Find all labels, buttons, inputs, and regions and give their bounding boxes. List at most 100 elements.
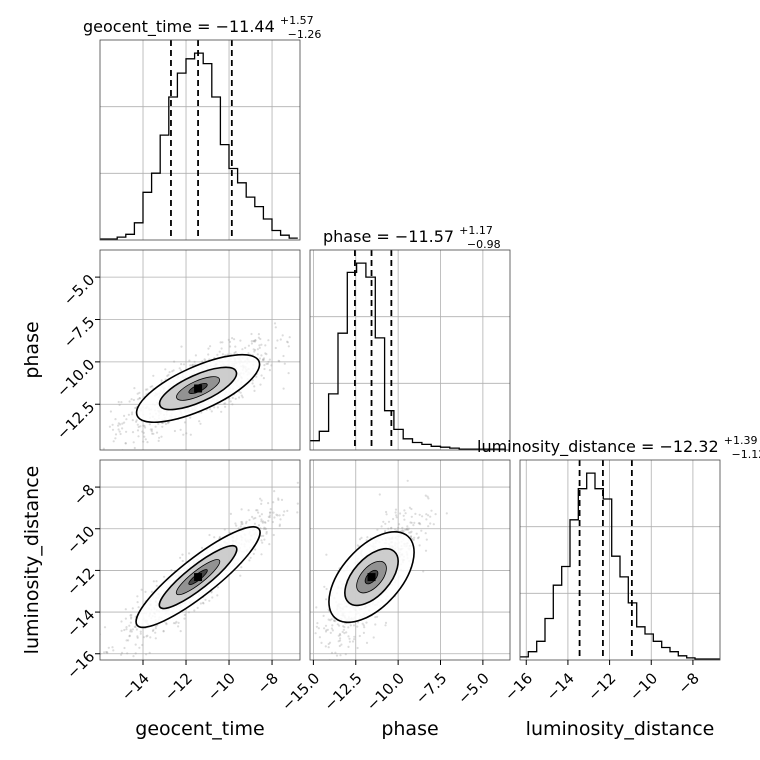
sample-point	[143, 424, 146, 427]
sample-point	[267, 519, 270, 522]
x-tick-label: −10	[626, 669, 661, 704]
sample-point	[124, 442, 127, 445]
sample-point	[179, 630, 182, 633]
sample-point	[154, 631, 157, 634]
sample-point	[349, 624, 352, 627]
sample-point	[430, 509, 433, 512]
sample-point	[209, 408, 212, 411]
sample-point	[124, 442, 127, 445]
histogram-bar	[177, 73, 186, 240]
sample-point	[241, 521, 244, 524]
sample-point	[231, 403, 234, 406]
sample-point	[268, 511, 272, 514]
histogram-bar	[422, 444, 431, 450]
sample-point	[136, 392, 139, 395]
sample-point	[396, 529, 399, 532]
sample-point	[109, 410, 112, 413]
sample-point	[129, 614, 132, 617]
sample-point	[188, 552, 191, 555]
sample-point	[408, 531, 411, 534]
sample-point	[150, 428, 154, 431]
sample-point	[136, 601, 139, 604]
sample-point	[229, 345, 232, 348]
sample-point	[385, 513, 388, 516]
histogram-bar	[612, 556, 620, 660]
sample-point	[263, 526, 266, 529]
sample-point	[418, 544, 421, 547]
sample-point	[317, 627, 320, 630]
sample-point	[116, 663, 118, 665]
sample-point	[282, 387, 285, 390]
xlabel-geocent-time: geocent_time	[135, 718, 264, 740]
sample-point	[263, 367, 266, 371]
sample-point	[134, 406, 137, 410]
sample-point	[422, 570, 425, 573]
sample-point	[124, 617, 127, 620]
sample-point	[267, 515, 270, 519]
sample-point	[427, 514, 430, 517]
sample-point	[264, 344, 267, 347]
sample-point	[382, 520, 385, 523]
sample-point	[296, 481, 299, 484]
sample-point	[305, 519, 307, 521]
sample-point	[154, 425, 157, 428]
sample-point	[340, 643, 343, 646]
sample-point	[208, 533, 211, 537]
sample-point	[112, 649, 115, 652]
sample-point	[233, 351, 236, 355]
histogram-bar	[678, 656, 686, 660]
sample-point	[244, 522, 248, 525]
sample-point	[324, 630, 328, 633]
sample-point	[387, 527, 390, 530]
sample-point	[152, 432, 155, 435]
sample-point	[410, 507, 413, 511]
sample-point	[267, 502, 270, 505]
density-peak	[194, 384, 203, 393]
sample-point	[118, 430, 121, 433]
sample-point	[227, 338, 230, 341]
sample-point	[142, 431, 145, 434]
sample-point	[406, 525, 409, 528]
sample-point	[103, 626, 107, 629]
sample-point	[134, 652, 137, 655]
sample-point	[263, 538, 266, 541]
sample-point	[384, 621, 388, 625]
sample-point	[146, 388, 149, 391]
histogram-bar	[357, 263, 366, 450]
sample-point	[54, 687, 56, 689]
sample-point	[263, 521, 266, 524]
sample-point	[409, 531, 412, 534]
sample-point	[277, 497, 280, 500]
sample-point	[333, 619, 336, 623]
sample-point	[265, 530, 268, 534]
histogram-bar	[670, 652, 678, 660]
sample-point	[260, 513, 263, 516]
histogram-bar	[186, 59, 195, 240]
sample-point	[263, 527, 266, 531]
sample-point	[89, 421, 91, 423]
histogram-bar	[537, 641, 545, 660]
sample-point	[407, 527, 410, 530]
sample-point	[157, 439, 160, 442]
sample-point	[278, 524, 281, 528]
sample-point	[410, 515, 413, 518]
x-tick-label: −14	[118, 669, 153, 704]
sample-point	[397, 526, 400, 529]
sample-point	[234, 397, 237, 400]
sample-point	[384, 529, 387, 532]
sample-point	[117, 424, 120, 427]
sample-point	[316, 622, 319, 625]
sample-point	[131, 419, 134, 422]
sample-point	[172, 622, 176, 625]
sample-point	[269, 511, 272, 514]
histogram-bar	[310, 441, 319, 450]
sample-point	[296, 502, 299, 505]
sample-point	[278, 514, 281, 517]
x-tick-label: −15.0	[278, 669, 323, 714]
title-luminosity-distance: luminosity_distance = −12.32 +1.39−1.12	[477, 434, 760, 461]
sample-point	[196, 606, 199, 610]
sample-point	[125, 418, 128, 421]
sample-point	[325, 553, 328, 556]
sample-point	[402, 514, 405, 517]
histogram-bar	[152, 173, 161, 240]
